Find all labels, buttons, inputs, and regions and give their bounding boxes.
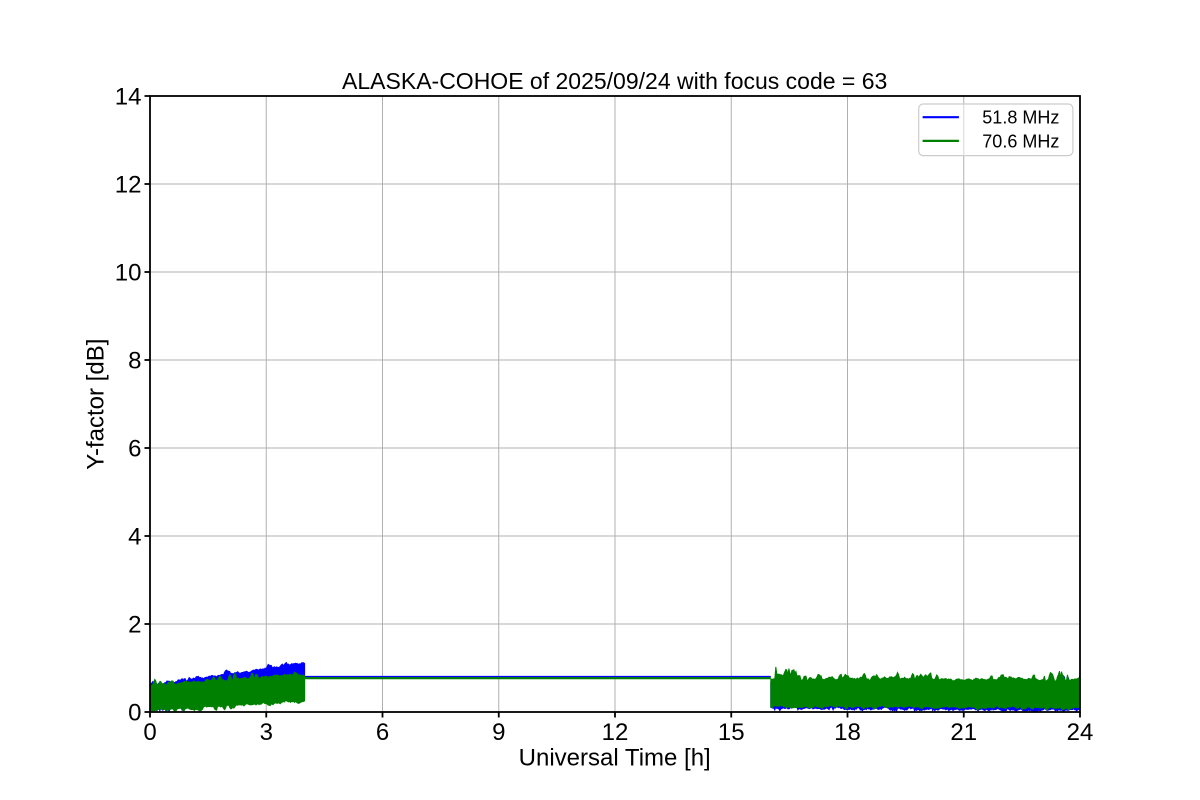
svg-text:0: 0 bbox=[143, 719, 156, 746]
svg-text:12: 12 bbox=[115, 172, 142, 199]
svg-text:8: 8 bbox=[128, 348, 141, 375]
svg-text:12: 12 bbox=[602, 719, 629, 746]
svg-text:51.8 MHz: 51.8 MHz bbox=[982, 108, 1059, 128]
svg-text:Universal Time [h]: Universal Time [h] bbox=[519, 745, 711, 772]
svg-text:15: 15 bbox=[718, 719, 745, 746]
svg-text:Y-factor [dB]: Y-factor [dB] bbox=[83, 339, 110, 470]
svg-text:ALASKA-COHOE of 2025/09/24 wit: ALASKA-COHOE of 2025/09/24 with focus co… bbox=[342, 68, 887, 94]
svg-text:0: 0 bbox=[128, 700, 141, 727]
svg-text:18: 18 bbox=[834, 719, 861, 746]
svg-text:70.6 MHz: 70.6 MHz bbox=[982, 131, 1059, 151]
svg-text:10: 10 bbox=[115, 260, 142, 287]
svg-text:14: 14 bbox=[115, 84, 142, 111]
svg-text:6: 6 bbox=[376, 719, 389, 746]
svg-text:9: 9 bbox=[492, 719, 505, 746]
svg-text:6: 6 bbox=[128, 436, 141, 463]
svg-text:2: 2 bbox=[128, 612, 141, 639]
svg-text:24: 24 bbox=[1067, 719, 1094, 746]
svg-text:3: 3 bbox=[260, 719, 273, 746]
svg-text:21: 21 bbox=[950, 719, 977, 746]
svg-text:4: 4 bbox=[128, 524, 141, 551]
